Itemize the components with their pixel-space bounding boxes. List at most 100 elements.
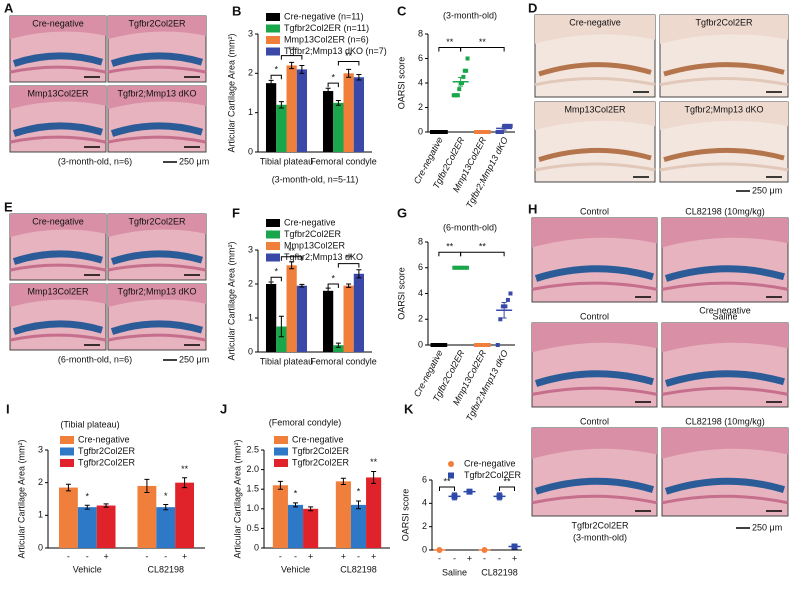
y-tick-label: 8 <box>418 28 423 38</box>
y-tick-label: 4 <box>422 498 427 508</box>
cartilage-band <box>12 250 104 265</box>
significance-label: * <box>357 486 361 496</box>
error-bar <box>65 483 71 492</box>
cartilage-band <box>538 147 652 162</box>
histology-image <box>9 283 107 351</box>
y-tick-label: 0 <box>254 542 259 552</box>
histology-image <box>659 101 789 183</box>
error-bar <box>325 87 331 95</box>
legend-label: Mmp13Col2ER (n=6) <box>284 34 369 44</box>
y-tick-label: 0 <box>418 126 423 136</box>
bar <box>175 482 195 548</box>
legend-swatch <box>266 253 280 262</box>
data-point <box>495 343 500 347</box>
legend-swatch <box>60 459 74 467</box>
error-bar <box>293 502 298 508</box>
image-label: Control <box>580 311 609 321</box>
legend-label: Tgfbr2Col2ER <box>292 446 350 456</box>
legend-swatch <box>266 36 280 44</box>
error-bar <box>163 504 169 511</box>
tissue-texture <box>532 323 657 353</box>
significance-bracket <box>460 251 505 257</box>
significance-label: * <box>164 491 168 501</box>
panel-letter: K <box>404 401 414 416</box>
tissue-texture <box>535 102 655 130</box>
significance-bracket <box>280 256 303 261</box>
tissue-lower <box>107 65 207 74</box>
legend-swatch <box>60 447 74 456</box>
legend-label: Mmp13Col2ER <box>284 240 346 250</box>
histology-image <box>661 217 789 303</box>
y-axis-title: Articular Cartilage Area (mm²) <box>232 439 242 558</box>
bar <box>350 504 367 548</box>
y-tick-label: 1.5 <box>246 484 259 494</box>
tissue-lower <box>661 281 789 291</box>
tissue-lower <box>661 386 789 396</box>
bar <box>58 487 78 548</box>
tissue-texture <box>10 16 106 40</box>
bar <box>265 284 277 352</box>
y-tick-label: 2 <box>418 102 423 112</box>
significance-label: ** <box>443 476 451 486</box>
panel-letter: B <box>232 3 241 18</box>
scale-label: 250 μm <box>752 522 782 532</box>
y-tick-label: 6 <box>422 474 427 484</box>
significance-bracket <box>337 263 360 268</box>
image-label: Tgfbr2Col2ER <box>128 18 186 28</box>
bar-treatment-label: + <box>371 551 376 561</box>
data-point <box>465 56 470 61</box>
legend-swatch <box>266 13 280 21</box>
legend-label: Tgfbr2Col2ER <box>78 446 136 456</box>
significance-bracket <box>327 283 339 288</box>
data-point <box>498 317 503 322</box>
error-bar <box>278 101 284 109</box>
significance-bracket <box>327 82 339 88</box>
error-bar <box>512 543 517 550</box>
x-tick-label: Femoral condyle <box>310 356 377 366</box>
bar <box>276 326 287 352</box>
tissue-texture <box>10 284 106 308</box>
error-bar <box>299 64 305 74</box>
bar <box>272 485 288 548</box>
histology-image <box>107 15 207 83</box>
tissue-lower <box>9 263 107 272</box>
legend-label: Tgfbr2Col2ER <box>284 229 342 239</box>
data-point <box>500 304 505 309</box>
legend-marker <box>448 461 454 467</box>
data-point <box>503 304 508 309</box>
y-tick-label: 2 <box>422 521 427 531</box>
legend-label: Tgfbr2Col2ER <box>292 457 350 467</box>
y-tick-label: 6 <box>418 262 423 272</box>
error-bar <box>497 492 502 501</box>
bar-treatment-label: - <box>357 551 360 561</box>
significance-bracket <box>280 55 303 60</box>
bar <box>303 508 319 548</box>
tissue-lower <box>531 386 658 396</box>
y-tick-label: 2.5 <box>246 444 259 454</box>
legend-swatch <box>274 459 288 467</box>
bar <box>353 273 365 352</box>
image-label: Mmp13Col2ER <box>564 104 626 114</box>
legend-swatch <box>266 47 280 56</box>
histology-image <box>107 283 207 351</box>
y-tick-label: 4 <box>418 77 423 87</box>
x-tick-label: Tibial plateau <box>260 356 313 366</box>
data-point <box>502 123 507 128</box>
bar <box>343 73 354 152</box>
x-tick-label: Tibial plateau <box>260 156 313 166</box>
data-point <box>464 68 469 73</box>
significance-label: ** <box>479 37 487 47</box>
y-tick-label: 3 <box>248 28 253 38</box>
legend-label: Tgfbr2;Mmp13 dKO (n=7) <box>284 46 387 56</box>
legend-label: Tgfbr2Col2ER <box>464 470 522 480</box>
y-axis-title: Articular Cartilage Area (mm²) <box>226 33 236 152</box>
tissue-lower <box>534 162 656 172</box>
chart-title: (6-month-old) <box>443 222 497 232</box>
y-tick-label: 2 <box>38 477 43 487</box>
scale-label: 250 μm <box>752 185 782 195</box>
error-bar <box>144 478 150 493</box>
y-axis-title: Articular Cartilage Area (mm²) <box>16 439 26 558</box>
error-bar <box>103 503 109 508</box>
x-tick-label: - <box>453 553 456 563</box>
data-point <box>508 291 513 296</box>
